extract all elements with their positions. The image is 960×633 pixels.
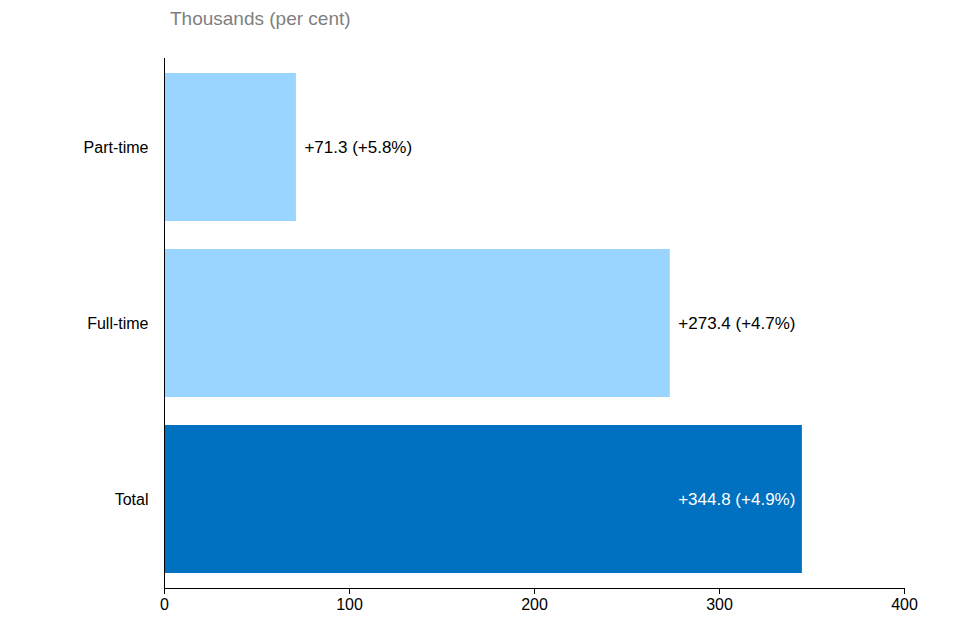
svg-text:100: 100 [336,596,363,613]
svg-text:200: 200 [521,596,548,613]
svg-text:+344.8 (+4.9%): +344.8 (+4.9%) [678,490,795,509]
svg-text:Total: Total [115,491,149,508]
html-text:Thousands (per cent): Thousands (per cent) [170,8,351,29]
svg-text:+71.3 (+5.8%): +71.3 (+5.8%) [304,138,412,157]
svg-text:300: 300 [706,596,733,613]
svg-text:0: 0 [160,596,169,613]
svg-text:Full-time: Full-time [87,315,148,332]
svg-text:Part-time: Part-time [84,139,149,156]
svg-text:400: 400 [891,596,918,613]
svg-text:+273.4 (+4.7%): +273.4 (+4.7%) [678,314,795,333]
